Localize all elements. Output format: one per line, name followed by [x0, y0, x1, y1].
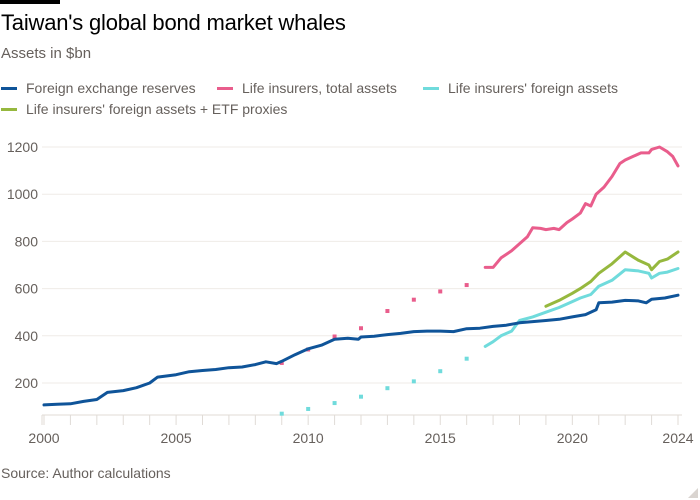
series-life-insurers-foreign-assets-markers: [279, 356, 469, 416]
x-tick-label: 2000: [28, 430, 59, 446]
data-point: [438, 369, 443, 374]
line-chart: 200 400 600 800 1000 1200 2000 2005 2010 2015 202…: [7, 139, 694, 446]
series-line: [483, 145, 680, 269]
data-point: [359, 326, 363, 331]
legend-label: Life insurers, total assets: [242, 80, 397, 96]
x-tick-label: 2005: [161, 430, 192, 446]
y-tick-label: 200: [15, 375, 39, 391]
y-tick-label: 1200: [7, 139, 38, 155]
data-point: [385, 309, 390, 314]
source-note: Source: Author calculations: [1, 465, 171, 481]
data-point: [411, 297, 416, 302]
series-line: [42, 293, 680, 407]
y-tick-label: 800: [15, 233, 39, 249]
y-axis: 200 400 600 800 1000 1200: [7, 139, 38, 391]
y-tick-label: 600: [15, 281, 39, 297]
corner-decoration: [688, 488, 698, 498]
legend-item-life-foreign-etf: Life insurers' foreign assets + ETF prox…: [1, 101, 287, 117]
data-point: [464, 356, 469, 361]
y-tick-label: 1000: [7, 186, 38, 202]
data-point: [411, 379, 416, 384]
series-life-insurers-total-assets-line: [483, 145, 680, 269]
series-line: [544, 250, 680, 308]
legend-swatch: [1, 86, 17, 90]
data-point: [332, 334, 337, 339]
legend-swatch: [217, 86, 233, 90]
x-tick-label: 2024: [662, 430, 693, 446]
legend-item-fx-reserves: Foreign exchange reserves: [1, 80, 196, 96]
chart-subtitle: Assets in $bn: [1, 45, 92, 62]
series-life-insurers-foreign-assets-etf-proxies-line: [544, 250, 680, 308]
legend-swatch: [423, 86, 439, 90]
data-point: [359, 394, 363, 399]
series-layer: [42, 145, 680, 416]
data-point: [438, 289, 443, 294]
chart-title: Taiwan's global bond market whales: [1, 10, 346, 35]
legend-label: Foreign exchange reserves: [26, 80, 196, 96]
series-line: [483, 267, 680, 348]
y-tick-label: 400: [15, 328, 39, 344]
x-tick-label: 2010: [293, 430, 324, 446]
data-point: [306, 406, 311, 411]
legend-swatch: [1, 107, 17, 111]
data-point: [385, 386, 390, 391]
legend-item-life-foreign: Life insurers' foreign assets: [423, 80, 618, 96]
legend-item-life-total: Life insurers, total assets: [217, 80, 397, 96]
brand-bar: [0, 0, 60, 4]
data-point: [332, 401, 337, 406]
series-life-insurers-foreign-assets-line: [483, 267, 680, 348]
x-tick-label: 2020: [557, 430, 588, 446]
data-point: [464, 283, 469, 288]
series-life-insurers-total-assets-markers: [279, 283, 469, 365]
x-tick-label: 2015: [425, 430, 456, 446]
legend-label: Life insurers' foreign assets + ETF prox…: [26, 101, 288, 117]
legend-label: Life insurers' foreign assets: [448, 80, 618, 96]
gridlines: [42, 146, 682, 384]
data-point: [279, 411, 284, 416]
x-axis: 2000 2005 2010 2015 2020 2024: [28, 414, 694, 446]
series-foreign-exchange-reserves-line: [42, 293, 680, 407]
